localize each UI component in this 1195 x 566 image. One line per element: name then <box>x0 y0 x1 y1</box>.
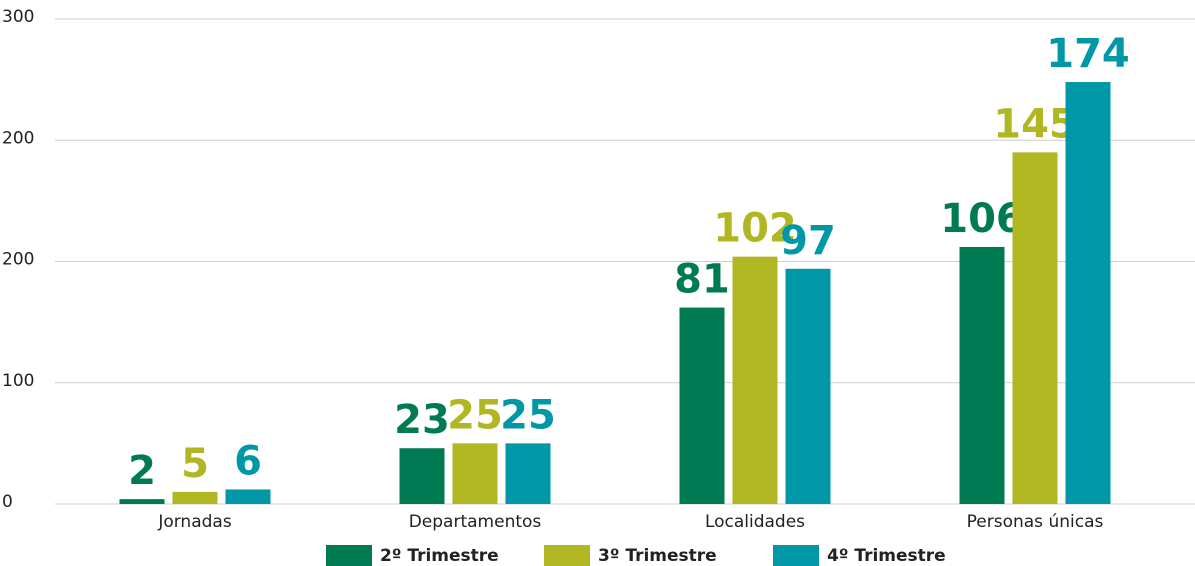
bar <box>119 499 165 504</box>
legend-label: 4º Trimestre <box>827 546 946 566</box>
value-label: 6 <box>234 438 262 484</box>
y-tick-label: 200 <box>2 128 34 148</box>
value-label: 97 <box>780 218 836 264</box>
legend-swatch <box>773 545 819 566</box>
x-tick-label: Localidades <box>705 512 805 532</box>
value-label: 25 <box>500 392 556 438</box>
bar <box>959 246 1005 504</box>
bar <box>172 491 218 504</box>
value-label: 23 <box>394 397 450 443</box>
value-label: 174 <box>1046 31 1130 77</box>
bar <box>225 489 271 504</box>
bar <box>505 443 551 504</box>
value-label: 5 <box>181 441 209 487</box>
value-label: 102 <box>713 206 797 252</box>
bar <box>399 448 445 504</box>
bar <box>679 307 725 504</box>
x-tick-label: Jornadas <box>157 512 232 532</box>
legend-label: 2º Trimestre <box>380 546 499 566</box>
value-label: 145 <box>993 101 1077 147</box>
y-tick-label: 200 <box>2 250 34 270</box>
x-tick-label: Personas únicas <box>967 512 1104 532</box>
value-label: 106 <box>940 196 1024 242</box>
legend-label: 3º Trimestre <box>598 546 717 566</box>
y-tick-label: 300 <box>2 7 34 27</box>
legend-swatch <box>544 545 590 566</box>
legend-swatch <box>326 545 372 566</box>
x-tick-label: Departamentos <box>409 512 542 532</box>
y-tick-label: 0 <box>2 492 13 512</box>
bar <box>785 268 831 504</box>
value-label: 81 <box>674 257 730 303</box>
bar <box>1012 152 1058 504</box>
value-label: 25 <box>447 392 503 438</box>
bar <box>1065 82 1111 505</box>
bar <box>732 256 778 504</box>
bar <box>452 443 498 504</box>
y-tick-label: 100 <box>2 371 34 391</box>
value-label: 2 <box>128 448 156 494</box>
